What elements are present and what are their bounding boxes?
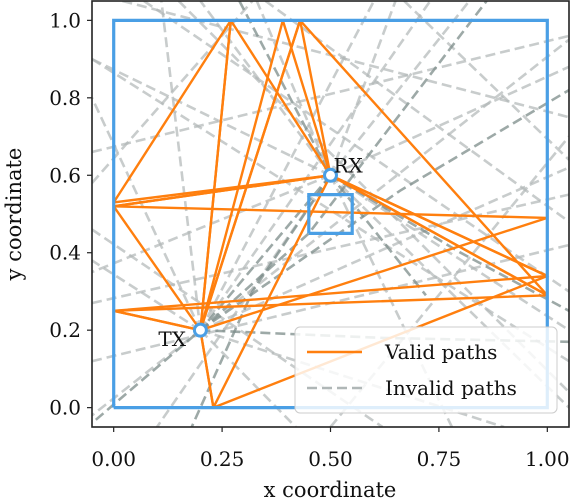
invalid-path bbox=[199, 88, 569, 332]
invalid-path bbox=[329, 174, 569, 332]
invalid-path bbox=[92, 193, 569, 305]
invalid-path bbox=[143, 1, 569, 293]
x-tick-label: 0.50 bbox=[308, 447, 353, 471]
x-axis-label: x coordinate bbox=[264, 478, 397, 502]
y-tick-label: 0.4 bbox=[49, 241, 81, 265]
invalid-path bbox=[199, 1, 488, 332]
tx-marker bbox=[192, 322, 208, 338]
x-tick-label: 0.00 bbox=[91, 447, 136, 471]
legend-valid-label: Valid paths bbox=[384, 340, 497, 364]
invalid-path bbox=[329, 65, 569, 177]
invalid-path bbox=[329, 1, 471, 177]
valid-path bbox=[112, 174, 549, 332]
y-axis-label: y coordinate bbox=[2, 148, 26, 282]
legend-box bbox=[294, 326, 558, 414]
invalid-path bbox=[199, 38, 569, 332]
invalid-path bbox=[92, 34, 569, 154]
invalid-path bbox=[329, 1, 397, 176]
invalid-path bbox=[199, 1, 432, 331]
invalid-path bbox=[403, 1, 569, 161]
tick-labels: 0.00 0.25 0.50 0.75 1.00 0.0 0.2 0.4 0.6 0.8 1.0 bbox=[49, 8, 569, 471]
invalid-path bbox=[92, 1, 254, 184]
invalid-path bbox=[199, 166, 569, 332]
invalid-path bbox=[199, 329, 297, 427]
wall-inner bbox=[307, 193, 354, 235]
valid-paths-layer bbox=[112, 19, 549, 409]
invalid-path bbox=[92, 57, 332, 177]
invalid-path bbox=[329, 174, 569, 312]
antennas-layer: TX RX bbox=[158, 153, 363, 351]
valid-path bbox=[199, 19, 549, 331]
legend-invalid-label: Invalid paths bbox=[385, 376, 517, 400]
invalid-path bbox=[92, 58, 569, 363]
legend: Valid paths Invalid paths bbox=[294, 326, 558, 414]
y-tick-label: 0.0 bbox=[49, 396, 81, 420]
rx-marker bbox=[323, 167, 338, 183]
y-tick-label: 0.2 bbox=[49, 318, 81, 342]
x-tick-label: 1.00 bbox=[525, 447, 570, 471]
rx-label: RX bbox=[334, 153, 364, 177]
invalid-path bbox=[190, 174, 332, 427]
invalid-path bbox=[255, 1, 332, 176]
invalid-path bbox=[92, 97, 202, 331]
x-tick-label: 0.25 bbox=[200, 447, 245, 471]
valid-path bbox=[112, 19, 331, 331]
x-tick-label: 0.75 bbox=[417, 447, 462, 471]
valid-path bbox=[112, 174, 549, 332]
y-tick-label: 1.0 bbox=[49, 8, 81, 32]
invalid-path bbox=[160, 1, 202, 331]
tx-label: TX bbox=[158, 327, 186, 351]
invalid-path bbox=[199, 1, 376, 331]
y-tick-label: 0.8 bbox=[49, 86, 81, 110]
valid-path bbox=[112, 174, 549, 332]
y-tick-label: 0.6 bbox=[49, 163, 81, 187]
invalid-path bbox=[92, 259, 202, 332]
